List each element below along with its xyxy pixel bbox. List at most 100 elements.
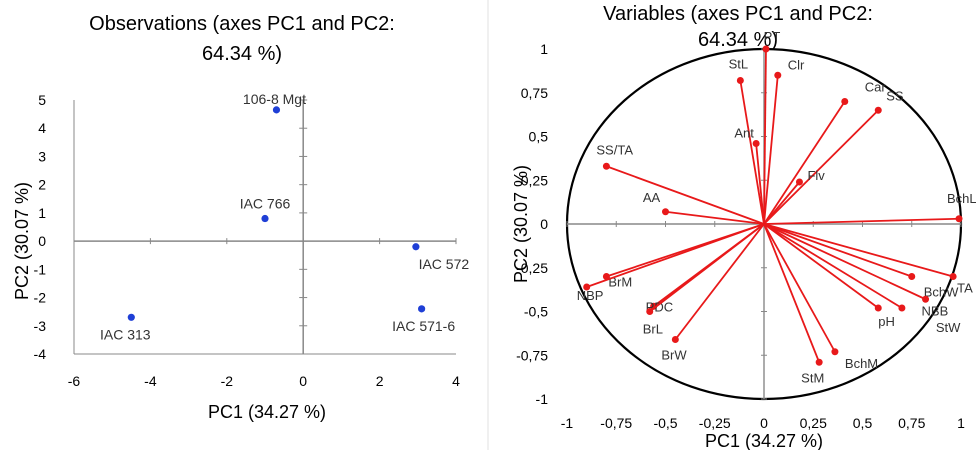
observation-point — [272, 106, 281, 114]
variable-vector — [763, 75, 779, 225]
variables-y-tick-label: -0,5 — [524, 304, 548, 320]
observations-y-tick-label: 0 — [38, 233, 46, 249]
variable-vector — [586, 223, 765, 288]
variable-label: Ant — [734, 126, 754, 141]
variable-vector-tip — [795, 178, 803, 186]
observations-axes — [73, 99, 457, 355]
variable-vector-tip — [949, 273, 957, 280]
variables-y-tick-label: -1 — [536, 391, 549, 407]
variables-y-tick-label: -0,75 — [516, 347, 548, 363]
variable-vector-tip — [602, 162, 610, 170]
variable-label: BchW — [924, 285, 959, 300]
variables-y-axis-title: PC2 (30.07 %) — [511, 165, 531, 283]
observation-point — [418, 305, 426, 313]
observations-y-tick-label: 1 — [38, 205, 46, 221]
observations-y-tick-label: 4 — [38, 120, 46, 136]
variable-vector-tip — [671, 336, 679, 343]
observations-x-tick-label: 2 — [376, 373, 384, 389]
variables-y-tick-label: 1 — [540, 41, 548, 57]
variables-y-tick-label: 0,5 — [529, 129, 549, 145]
variable-label: SS — [886, 88, 904, 103]
variable-vector-tip — [922, 295, 930, 303]
observations-y-tick-label: 5 — [38, 92, 46, 108]
variable-vector-tip — [831, 348, 839, 356]
variables-y-tick-label: 0 — [540, 216, 548, 232]
variable-label: BchM — [845, 356, 878, 371]
variables-x-tick-label: -0,5 — [653, 415, 677, 431]
observations-x-tick-label: -2 — [221, 373, 234, 389]
variables-x-axis-title: PC1 (34.27 %) — [705, 431, 823, 450]
variable-vector — [755, 143, 765, 225]
observations-y-tick-label: 2 — [38, 177, 46, 193]
observation-label: IAC 313 — [100, 326, 151, 342]
variable-vector — [763, 48, 767, 225]
variable-vector-tip — [874, 304, 882, 312]
variable-vector — [763, 217, 960, 225]
variable-vector — [763, 223, 836, 353]
variables-x-tick-label: 1 — [957, 415, 965, 431]
variable-label: Flv — [807, 168, 825, 183]
variable-label: PT — [764, 29, 781, 44]
variables-y-tick-label: -0,25 — [516, 260, 548, 276]
variable-label: StL — [729, 57, 749, 72]
variables-tick-labels: -1 -0,75 -0,5 -0,25 0 0,25 0,5 0,75 1 -1 -0,75 -0,5… — [516, 41, 965, 431]
observation-point — [412, 243, 420, 251]
variables-chart: Variables (axes PC1 and PC2: 64.34 %) -1… — [511, 3, 976, 450]
variable-vector — [763, 223, 820, 363]
variable-label: StM — [801, 370, 824, 385]
variables-x-tick-label: -1 — [561, 415, 574, 431]
variable-label: StW — [936, 320, 961, 335]
observations-chart: Observations (axes PC1 and PC2: 64.34 %)… — [12, 13, 469, 422]
variables-title-line-1: Variables (axes PC1 and PC2: — [603, 3, 873, 25]
observations-title-line-1: Observations (axes PC1 and PC2: — [89, 13, 395, 35]
variable-label: BrM — [608, 275, 632, 290]
observation-point — [127, 313, 135, 321]
variable-vector — [763, 223, 913, 278]
variable-label: BrW — [661, 348, 687, 363]
observations-x-tick-label: 0 — [299, 373, 307, 389]
observation-label: IAC 766 — [240, 196, 291, 212]
variable-label: SS/TA — [596, 142, 633, 157]
observations-x-tick-label: -6 — [68, 373, 81, 389]
variable-label: TA — [957, 281, 973, 296]
observations-x-axis-title: PC1 (34.27 %) — [208, 402, 326, 422]
variable-label: Clr — [788, 57, 805, 72]
observations-x-tick-label: -4 — [144, 373, 157, 389]
variables-x-tick-label: 0,75 — [898, 415, 925, 431]
variable-vector-tip — [841, 98, 849, 105]
observation-label: 106-8 Mgt — [243, 91, 306, 107]
variable-vector-tip — [752, 140, 760, 147]
variable-vector — [674, 223, 765, 341]
variable-vector-tip — [736, 77, 744, 84]
observations-y-tick-label: -3 — [34, 318, 47, 334]
variables-title-line-2: 64.34 %) — [698, 29, 778, 51]
variable-label: BrL — [643, 322, 663, 337]
variables-y-tick-label: 0,75 — [521, 85, 548, 101]
variable-label: AA — [643, 190, 661, 205]
variable-vector-tip — [646, 308, 654, 315]
variable-label: BchL — [947, 191, 976, 206]
variable-vector-tip — [874, 106, 882, 114]
variable-vector-tip — [898, 304, 906, 312]
variable-vector — [763, 109, 879, 225]
variable-vector — [665, 210, 765, 225]
variable-vector — [763, 223, 926, 301]
variable-vector-tip — [602, 273, 610, 280]
variable-label: pH — [878, 314, 895, 329]
variable-vector-tip — [583, 283, 591, 291]
observations-y-tick-label: -1 — [34, 261, 47, 277]
variables-x-tick-label: 0 — [760, 415, 768, 431]
variable-vector-tip — [762, 45, 770, 53]
variable-vector-tip — [774, 71, 782, 79]
variable-label: NBP — [577, 288, 604, 303]
variable-vector — [606, 165, 765, 225]
variable-vector — [763, 101, 846, 225]
variable-vector-tip — [908, 273, 916, 280]
variables-x-tick-label: 0,5 — [853, 415, 873, 431]
observations-points: 106-8 Mgt IAC 766 IAC 572 IAC 571-6 IAC 313 — [100, 91, 469, 342]
variable-vector — [739, 80, 765, 225]
variable-vector — [763, 223, 954, 278]
variable-label: NBB — [922, 303, 949, 318]
variables-y-tick-label: 0,25 — [521, 172, 548, 188]
